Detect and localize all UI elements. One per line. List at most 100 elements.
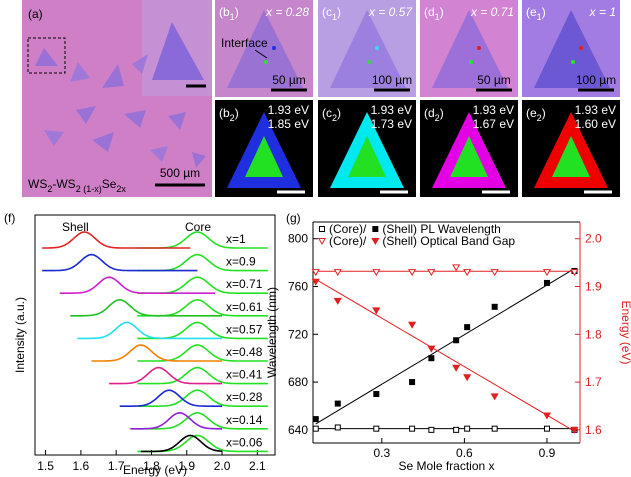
marker — [491, 394, 497, 400]
x-axis-label: Se Mole fraction x — [398, 459, 494, 473]
y-tick-label: 760 — [288, 280, 308, 294]
y2-axis-label: Energy (eV) — [619, 300, 631, 364]
marker — [320, 227, 325, 232]
x-axis-label: Energy (eV) — [123, 463, 187, 477]
marker — [335, 298, 341, 304]
y-axis-label: Intensity (a.u.) — [13, 297, 27, 373]
spectrum-label: x=0.28 — [226, 390, 263, 404]
y2-tick-label: 1.6 — [585, 423, 602, 437]
spectrum-label: x=0.41 — [226, 368, 263, 382]
energy-label: 1.60 eV — [575, 117, 616, 131]
spectrum-label: x=0.57 — [226, 322, 263, 336]
x-tick-label: 2.0 — [214, 459, 231, 473]
label-part: ) — [440, 5, 444, 19]
marker — [374, 392, 379, 397]
y-tick-label: 720 — [288, 327, 308, 341]
marker — [454, 427, 459, 432]
probe-spot — [477, 46, 481, 50]
subscript: 2x — [116, 184, 126, 194]
energy-label: 1.93 eV — [575, 103, 616, 117]
shell-spectrum — [77, 322, 222, 338]
marker — [492, 304, 497, 309]
marker — [373, 270, 379, 276]
scale-bar-label: 500 µm — [160, 166, 200, 180]
marker — [429, 356, 434, 361]
energy-label: 1.85 eV — [268, 117, 309, 131]
marker — [429, 427, 434, 432]
probe-spot — [579, 46, 583, 50]
x-tick-label: 0.9 — [539, 446, 556, 460]
spectrum-label: x=1 — [226, 232, 246, 246]
spectrum-label: x=0.9 — [226, 255, 256, 269]
marker — [544, 280, 549, 285]
y-tick-label: 680 — [288, 375, 308, 389]
legend-label: (Core)/ — [329, 234, 367, 248]
label-part: (e — [526, 5, 537, 19]
scale-bar-label: 50 µm — [477, 73, 511, 87]
fit-line — [316, 269, 575, 424]
label-part: ) — [235, 106, 239, 120]
y-axis-label: Wavelength (nm) — [265, 287, 279, 378]
marker — [372, 239, 378, 245]
marker — [335, 401, 340, 406]
x-tick-label: 0.3 — [373, 446, 390, 460]
marker — [491, 270, 497, 276]
y-tick-label: 800 — [288, 232, 308, 246]
energy-label: 1.73 eV — [371, 117, 412, 131]
composition: x = 0.28 — [265, 5, 309, 19]
label-part: (e — [526, 106, 537, 120]
shell-spectrum — [70, 300, 222, 316]
marker — [465, 325, 470, 330]
label-part: (b — [219, 5, 230, 19]
probe-spot — [272, 46, 276, 50]
shell-spectrum — [120, 390, 222, 406]
label-part: ) — [337, 106, 341, 120]
marker — [373, 227, 378, 232]
scale-bar-label: 100 µm — [576, 73, 616, 87]
panel-label: (a) — [28, 7, 43, 21]
label-part: (d — [424, 106, 435, 120]
marker — [409, 270, 415, 276]
subscript: 2 (1-x) — [76, 184, 102, 194]
marker — [453, 265, 459, 271]
x-tick-label: 1.6 — [73, 459, 90, 473]
marker — [335, 425, 340, 430]
y2-tick-label: 1.7 — [585, 375, 602, 389]
label-part: (b — [219, 106, 230, 120]
marker — [373, 308, 379, 314]
probe-spot — [375, 46, 379, 50]
marker — [544, 426, 549, 431]
marker — [544, 413, 550, 419]
marker — [409, 322, 415, 328]
label-part: ) — [235, 5, 239, 19]
marker — [313, 270, 319, 276]
marker — [492, 426, 497, 431]
composition: x = 1 — [589, 5, 616, 19]
label-part: WS — [28, 177, 47, 191]
composition: x = 0.71 — [470, 5, 514, 19]
spectrum-label: x=0.71 — [226, 277, 263, 291]
panel-label: (f) — [4, 211, 15, 225]
composition: x = 0.57 — [368, 5, 413, 19]
spectrum-label: x=0.48 — [226, 345, 263, 359]
y2-tick-label: 2.0 — [585, 232, 602, 246]
energy-label: 1.67 eV — [473, 117, 514, 131]
energy-label: 1.93 eV — [473, 103, 514, 117]
marker — [319, 239, 325, 245]
y2-tick-label: 1.8 — [585, 327, 602, 341]
marker — [464, 270, 470, 276]
panel-label: (g) — [286, 211, 301, 225]
marker — [410, 380, 415, 385]
probe-spot — [264, 60, 268, 64]
label-part: ) — [440, 106, 444, 120]
label-part: Se — [102, 177, 117, 191]
label-part: (d — [424, 5, 435, 19]
spectrum-label: x=0.61 — [226, 300, 263, 314]
energy-label: 1.93 eV — [371, 103, 412, 117]
probe-spot — [367, 60, 371, 64]
marker — [544, 270, 550, 276]
probe-spot — [469, 60, 473, 64]
x-tick-label: 0.6 — [456, 446, 473, 460]
label-part: ) — [542, 5, 546, 19]
annotation: Interface — [221, 36, 268, 50]
